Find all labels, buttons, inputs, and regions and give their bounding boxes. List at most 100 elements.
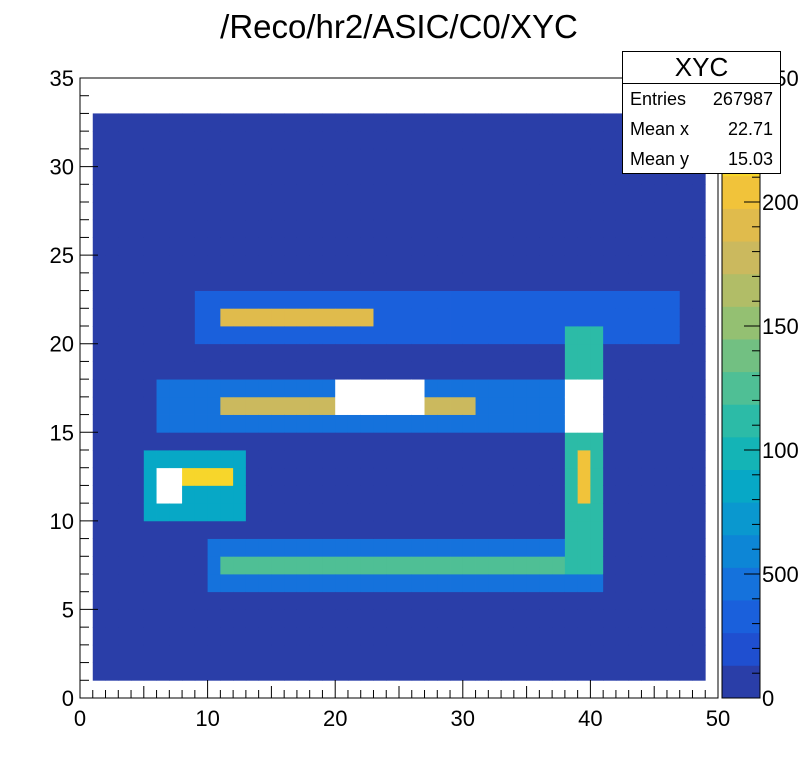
heatmap-cell — [284, 308, 298, 327]
heatmap-cell — [424, 272, 438, 291]
heatmap-cell — [539, 202, 553, 221]
heatmap-cell — [450, 361, 464, 380]
heatmap-cell — [615, 414, 630, 433]
heatmap-cell — [360, 308, 374, 327]
heatmap-cell — [360, 591, 374, 610]
heatmap-cell — [386, 662, 400, 681]
heatmap-cell — [220, 166, 234, 185]
heatmap-cell — [666, 609, 681, 628]
heatmap-cell — [692, 591, 706, 610]
heatmap-cell — [552, 662, 566, 681]
heatmap-cell — [233, 184, 247, 203]
heatmap-cell — [309, 450, 323, 469]
heatmap-cell — [641, 538, 655, 557]
heatmap-cell — [513, 503, 527, 522]
heatmap-cell — [360, 272, 374, 291]
heatmap-cell — [258, 343, 272, 362]
heatmap-cell — [322, 326, 336, 345]
heatmap-cell — [539, 450, 553, 469]
heatmap-cell — [335, 396, 349, 415]
heatmap-cell — [182, 591, 196, 610]
heatmap-cell — [564, 574, 579, 593]
heatmap-cell — [628, 644, 642, 663]
heatmap-cell — [207, 326, 221, 345]
heatmap-cell — [245, 326, 260, 345]
heatmap-cell — [143, 290, 157, 309]
heatmap-cell — [654, 308, 668, 327]
heatmap-cell — [386, 503, 400, 522]
heatmap-cell — [501, 308, 515, 327]
heatmap-cell — [603, 627, 617, 646]
heatmap-cell — [360, 485, 374, 504]
heatmap-cell — [271, 202, 285, 221]
heatmap-cell — [590, 609, 604, 628]
heatmap-cell — [169, 131, 183, 150]
heatmap-cell — [399, 627, 413, 646]
heatmap-cell — [156, 237, 170, 256]
heatmap-cell — [131, 644, 145, 663]
heatmap-cell — [156, 166, 170, 185]
heatmap-cell — [450, 219, 464, 238]
heatmap-cell — [309, 255, 323, 274]
heatmap-cell — [258, 148, 272, 167]
heatmap-cell — [437, 414, 451, 433]
heatmap-cell — [666, 326, 681, 345]
heatmap-cell — [679, 326, 693, 345]
heatmap-cell — [501, 148, 515, 167]
heatmap-cell — [309, 591, 323, 610]
heatmap-cell — [399, 450, 413, 469]
heatmap-cell — [462, 485, 476, 504]
heatmap-cell — [590, 450, 604, 469]
heatmap-cell — [373, 290, 387, 309]
heatmap-cell — [271, 644, 285, 663]
heatmap-cell — [156, 520, 170, 539]
heatmap-cell — [296, 272, 311, 291]
heatmap-cell — [258, 184, 272, 203]
heatmap-cell — [258, 290, 272, 309]
heatmap-cell — [271, 396, 285, 415]
heatmap-cell — [450, 255, 464, 274]
heatmap-cell — [194, 538, 208, 557]
heatmap-cell — [513, 131, 527, 150]
heatmap-cell — [233, 272, 247, 291]
heatmap-cell — [577, 644, 591, 663]
heatmap-cell — [92, 361, 106, 380]
heatmap-cell — [207, 627, 221, 646]
heatmap-cell — [603, 662, 617, 681]
heatmap-cell — [220, 414, 234, 433]
heatmap-cell — [207, 343, 221, 362]
heatmap-cell — [411, 379, 425, 398]
heatmap-cell — [564, 538, 579, 557]
heatmap-cell — [692, 414, 706, 433]
heatmap-cell — [488, 131, 502, 150]
y-tick-label: 5 — [62, 597, 74, 622]
heatmap-cell — [118, 290, 132, 309]
heatmap-cell — [437, 326, 451, 345]
heatmap-cell — [564, 627, 579, 646]
heatmap-cell — [309, 113, 323, 132]
heatmap-cell — [207, 361, 221, 380]
heatmap-cell — [105, 148, 119, 167]
heatmap-cell — [194, 166, 208, 185]
heatmap-cell — [577, 414, 591, 433]
heatmap-cell — [271, 609, 285, 628]
heatmap-cell — [526, 485, 540, 504]
heatmap-cell — [539, 627, 553, 646]
heatmap-cell — [450, 396, 464, 415]
heatmap-cell — [284, 343, 298, 362]
heatmap-cell — [424, 166, 438, 185]
stats-label: Mean y — [630, 149, 690, 169]
heatmap-cell — [258, 414, 272, 433]
heatmap-cell — [615, 485, 630, 504]
heatmap-cell — [207, 574, 221, 593]
heatmap-cell — [118, 237, 132, 256]
palette-swatch — [722, 306, 760, 340]
heatmap-cell — [220, 485, 234, 504]
heatmap-cell — [411, 432, 425, 451]
heatmap-cell — [488, 396, 502, 415]
heatmap-cell — [169, 343, 183, 362]
heatmap-cell — [437, 627, 451, 646]
heatmap-cell — [475, 308, 489, 327]
heatmap-cell — [271, 113, 285, 132]
